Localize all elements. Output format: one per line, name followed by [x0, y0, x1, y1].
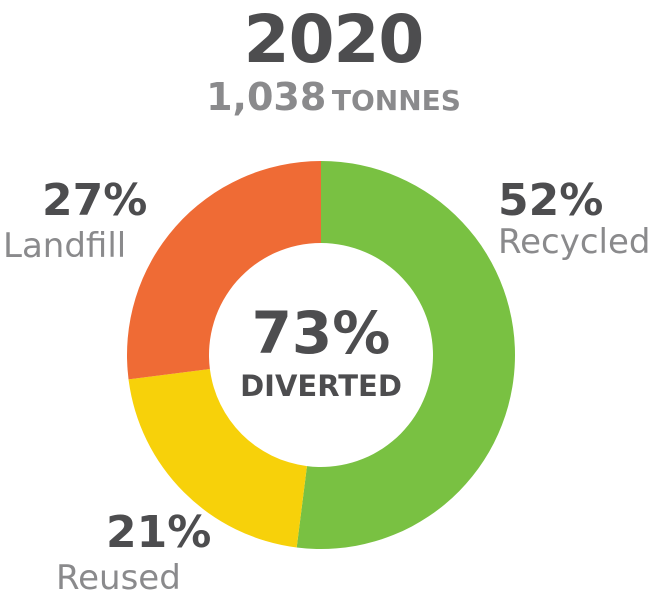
recycled-percent-label: 52%: [498, 175, 604, 226]
recycled-category-label: Recycled: [498, 222, 651, 262]
total-tonnes-unit: TONNES: [331, 84, 461, 117]
diverted-percent: 73%: [251, 299, 391, 367]
slice-reused: [128, 369, 307, 548]
landfill-category-label: Landfill: [3, 226, 127, 266]
diverted-label: DIVERTED: [240, 369, 402, 403]
landfill-percent-label: 27%: [42, 175, 148, 226]
slice-recycled: [296, 161, 515, 549]
total-tonnes-value: 1,038: [206, 75, 327, 119]
reused-percent-label: 21%: [106, 507, 212, 558]
chart-title: 2020: [243, 1, 425, 78]
chart-subtitle: 1,038 TONNES: [0, 74, 667, 128]
reused-category-label: Reused: [56, 558, 181, 598]
slice-landfill: [127, 161, 322, 380]
